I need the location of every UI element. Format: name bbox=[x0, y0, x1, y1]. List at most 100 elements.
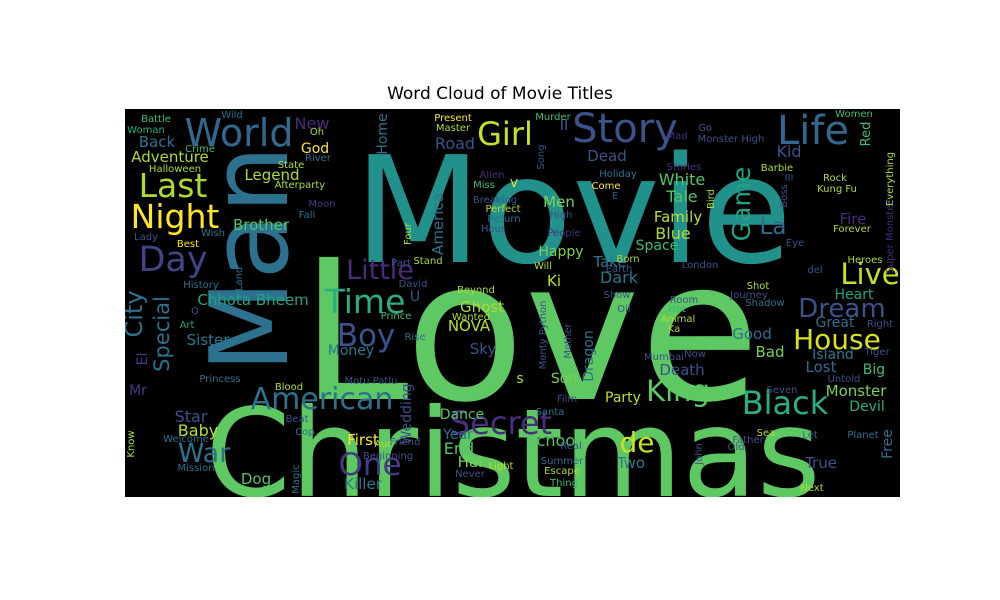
word-woman: Woman bbox=[127, 125, 165, 136]
word-christmas: Christmas bbox=[205, 383, 820, 497]
word-barbie: Barbie bbox=[761, 163, 793, 174]
word-little: Little bbox=[346, 255, 414, 286]
word-day: Day bbox=[138, 240, 207, 280]
word-cloud-background bbox=[125, 109, 900, 497]
word-best: Best bbox=[177, 239, 199, 250]
word-free: Free bbox=[880, 429, 896, 459]
word-heroes: Heroes bbox=[847, 255, 882, 266]
word-will: Will bbox=[534, 261, 552, 272]
word-show: Show bbox=[604, 290, 631, 301]
word-chhota-bheem: Chhota Bheem bbox=[197, 291, 308, 309]
word-brother: Brother bbox=[233, 216, 290, 234]
word-wanted: Wanted bbox=[452, 312, 490, 323]
word-king: King bbox=[646, 374, 710, 408]
word-murder: Murder bbox=[535, 112, 571, 123]
word-high: High bbox=[550, 210, 573, 221]
word-boy: Boy bbox=[337, 318, 396, 354]
word-halloween: Halloween bbox=[149, 164, 201, 175]
word-state: State bbox=[278, 160, 304, 171]
word-family: Family bbox=[654, 208, 702, 226]
word-iii: III bbox=[785, 173, 794, 184]
word-room: Room bbox=[670, 295, 698, 306]
word-real: Real bbox=[560, 441, 582, 452]
word-blood: Blood bbox=[275, 382, 303, 393]
word-death: Death bbox=[659, 361, 704, 379]
word-tiger: Tiger bbox=[863, 347, 890, 358]
word-war: War bbox=[178, 438, 232, 469]
word-return: Return bbox=[487, 214, 520, 225]
word-aur: Aur bbox=[374, 439, 392, 450]
word-beyond: Beyond bbox=[457, 285, 495, 296]
word-legend: Legend bbox=[244, 166, 299, 184]
word-star: Star bbox=[175, 407, 208, 426]
word-s: s bbox=[516, 371, 523, 387]
word-secret: Secret bbox=[450, 404, 552, 442]
word-end: End bbox=[444, 439, 474, 458]
word-dark: Dark bbox=[600, 268, 639, 287]
word-afterparty: Afterparty bbox=[275, 180, 326, 191]
word-perfect: Perfect bbox=[485, 204, 520, 215]
word-song: Song bbox=[536, 144, 547, 169]
word-escape: Escape bbox=[544, 466, 580, 477]
word-del: del bbox=[807, 265, 822, 276]
word-happy: Happy bbox=[538, 244, 583, 260]
word-movie: Movie bbox=[354, 125, 792, 297]
word-v: V bbox=[510, 177, 518, 190]
word-oh: Oh bbox=[310, 127, 324, 138]
word-house: House bbox=[793, 323, 881, 356]
word-eye: Eye bbox=[786, 238, 804, 249]
word-space: Space bbox=[636, 238, 679, 254]
word-battle: Battle bbox=[141, 114, 171, 125]
word-road: Road bbox=[435, 134, 475, 153]
word-ghost: Ghost bbox=[460, 298, 504, 316]
word-tale: Tale bbox=[665, 187, 697, 206]
word-game: Game bbox=[727, 167, 756, 241]
word-breaking: Breaking bbox=[473, 195, 517, 206]
word-seven: Seven bbox=[767, 385, 798, 396]
word-friend: Friend bbox=[390, 437, 421, 448]
word-white: White bbox=[659, 170, 706, 189]
word-wish: Wish bbox=[201, 228, 225, 239]
word-monster-high: Monster High bbox=[698, 134, 765, 145]
word-men: Men bbox=[543, 193, 575, 211]
word-dog: Dog bbox=[241, 470, 271, 488]
word-john: John bbox=[694, 443, 705, 466]
word-lost: Lost bbox=[806, 358, 837, 376]
word-four: Four bbox=[403, 222, 414, 245]
word-everything: Everything bbox=[885, 152, 896, 206]
word-one: One bbox=[338, 447, 401, 483]
word-holiday: Holiday bbox=[599, 169, 637, 180]
word-know: Know bbox=[126, 430, 137, 457]
word-o: O bbox=[191, 306, 199, 317]
word-take: Take bbox=[592, 253, 626, 271]
word-time: Time bbox=[324, 282, 406, 321]
word-forever: Forever bbox=[833, 224, 872, 235]
word-miss: Miss bbox=[473, 180, 495, 191]
word-true: True bbox=[804, 454, 837, 472]
word-welcome: Welcome bbox=[163, 434, 209, 445]
word-kill: Kill bbox=[669, 336, 690, 352]
word-magic: Magic bbox=[291, 464, 302, 493]
word-dream: Dream bbox=[798, 294, 885, 324]
word-son: Son bbox=[551, 371, 577, 387]
word-crime: Crime bbox=[185, 144, 215, 155]
word-hai: Hai bbox=[458, 453, 483, 471]
word-dance: Dance bbox=[440, 407, 485, 423]
word-wild: Wild bbox=[221, 110, 243, 121]
word-bird: Bird bbox=[706, 189, 717, 209]
word-beginning: Beginning bbox=[363, 451, 413, 462]
word-motu-patlu: Motu Patlu bbox=[345, 376, 398, 387]
word-history: History bbox=[183, 280, 219, 291]
word-black: Black bbox=[742, 384, 829, 422]
word-island: Island bbox=[812, 347, 854, 363]
word-prince: Prince bbox=[381, 311, 412, 322]
word-people: People bbox=[547, 228, 580, 239]
word-wedding: Wedding bbox=[399, 383, 415, 444]
word-monster: Monster bbox=[826, 382, 888, 400]
word-david: David bbox=[399, 279, 428, 290]
word-oil: Oil bbox=[617, 304, 630, 315]
word-earth: Earth bbox=[606, 264, 633, 275]
word-man: Man bbox=[188, 145, 313, 373]
